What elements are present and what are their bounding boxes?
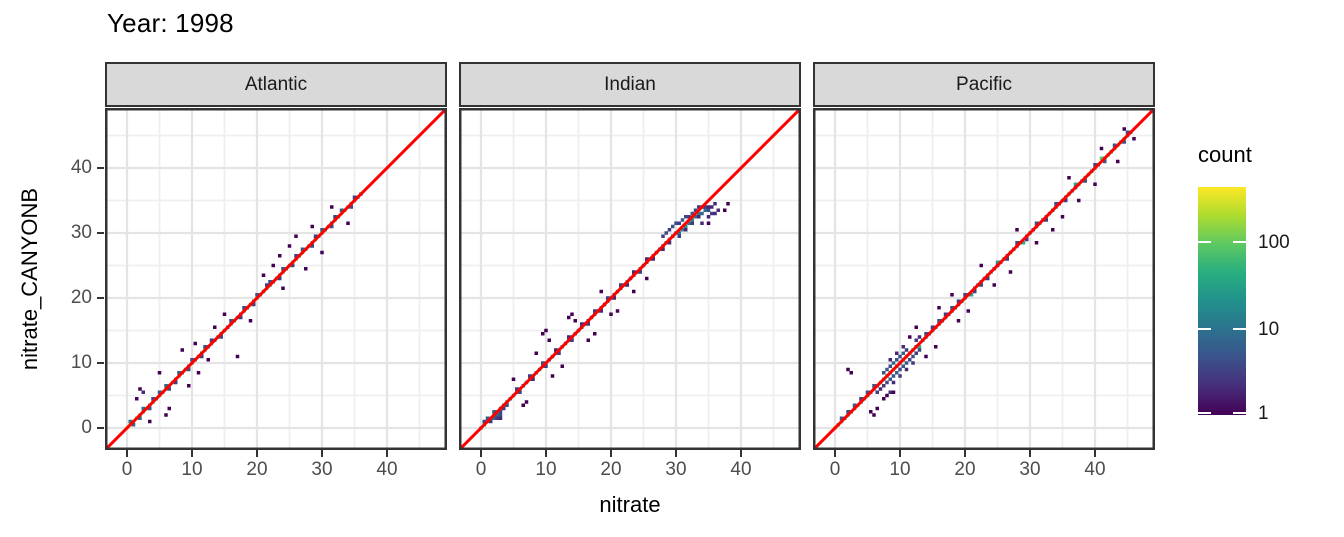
legend-tick-label: 1 <box>1258 403 1269 424</box>
legend-tick-dash <box>1233 412 1246 414</box>
x-tick-mark <box>610 450 612 457</box>
x-tick-label: 30 <box>665 459 687 480</box>
facet-strip-atlantic: Atlantic <box>105 62 447 107</box>
panel-0 <box>105 108 447 450</box>
y-tick-mark <box>97 427 104 429</box>
x-tick-mark <box>740 450 742 457</box>
panel-2 <box>813 108 1155 450</box>
y-axis-title: nitrate_CANYONB <box>17 187 42 371</box>
x-tick-label: 0 <box>829 459 841 480</box>
x-tick-mark <box>321 450 323 457</box>
facet-strip-indian: Indian <box>459 62 801 107</box>
x-tick-label: 40 <box>1084 459 1106 480</box>
panel-1 <box>459 108 801 450</box>
x-tick-label: 10 <box>181 459 203 480</box>
x-tick-mark <box>256 450 258 457</box>
y-tick-label: 10 <box>70 352 92 373</box>
x-tick-mark <box>675 450 677 457</box>
facet-strip-label: Atlantic <box>244 73 308 95</box>
x-tick-label: 0 <box>475 459 487 480</box>
x-tick-label: 20 <box>246 459 268 480</box>
x-tick-mark <box>545 450 547 457</box>
x-tick-label: 10 <box>889 459 911 480</box>
facet-strip-label: Indian <box>604 73 656 95</box>
x-tick-label: 20 <box>600 459 622 480</box>
x-tick-label: 30 <box>1019 459 1041 480</box>
x-axis-title: nitrate <box>599 492 661 517</box>
plot-title: Year: 1998 <box>107 8 234 38</box>
x-tick-label: 40 <box>376 459 398 480</box>
legend-tick-label: 10 <box>1258 318 1280 340</box>
x-tick-mark <box>1029 450 1031 457</box>
legend-tick-dash <box>1198 241 1211 244</box>
x-tick-mark <box>126 450 128 457</box>
facet-strip-pacific: Pacific <box>813 62 1155 107</box>
x-tick-label: 20 <box>954 459 976 480</box>
x-tick-mark <box>386 450 388 457</box>
legend-tick-dash <box>1198 327 1211 330</box>
x-tick-label: 10 <box>535 459 557 480</box>
x-tick-label: 40 <box>730 459 752 480</box>
legend-tick-dash <box>1233 241 1246 244</box>
x-tick-label: 30 <box>311 459 333 480</box>
x-tick-mark <box>964 450 966 457</box>
x-tick-label: 0 <box>121 459 133 480</box>
facet-strip-label: Pacific <box>956 73 1012 95</box>
legend-title: count <box>1198 142 1252 167</box>
y-tick-label: 0 <box>81 417 92 438</box>
y-tick-label: 30 <box>70 222 92 243</box>
y-tick-mark <box>97 167 104 169</box>
x-tick-mark <box>834 450 836 457</box>
x-tick-mark <box>480 450 482 457</box>
legend-tick-label: 100 <box>1258 232 1290 254</box>
y-tick-label: 40 <box>70 157 92 178</box>
legend-tick-dash <box>1198 412 1211 414</box>
legend-colorbar <box>1198 187 1246 415</box>
x-tick-mark <box>1094 450 1096 457</box>
x-tick-mark <box>899 450 901 457</box>
y-tick-label: 20 <box>70 287 92 308</box>
y-tick-mark <box>97 297 104 299</box>
y-tick-mark <box>97 232 104 234</box>
x-tick-mark <box>191 450 193 457</box>
legend-tick-dash <box>1233 327 1246 330</box>
y-tick-mark <box>97 362 104 364</box>
